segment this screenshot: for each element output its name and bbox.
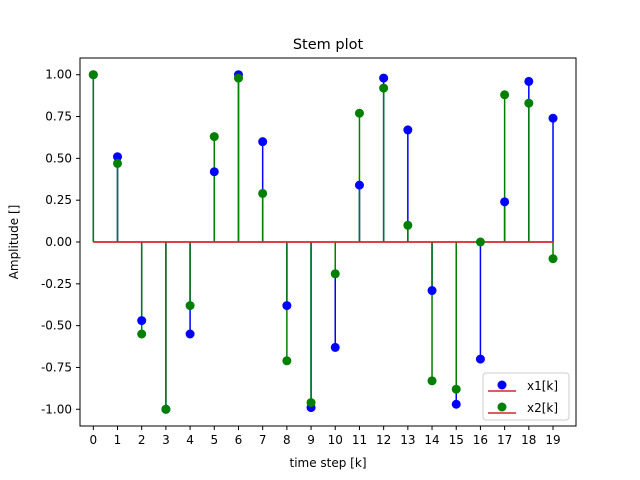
x-tick-label-13: 13	[400, 433, 415, 447]
stem-marker-s2-k18	[524, 98, 534, 108]
stem-marker-s2-k9	[306, 398, 316, 408]
legend-marker-x1	[497, 380, 507, 390]
stem-marker-s1-k17	[500, 197, 510, 207]
y-tick-label-4: 0.00	[45, 235, 72, 249]
legend-label-x2: x2[k]	[527, 401, 558, 415]
x-tick-label-4: 4	[186, 433, 194, 447]
y-axis-label: Amplitude []	[7, 205, 21, 280]
stem-marker-s1-k1	[113, 152, 123, 162]
y-tick-label-6: -0.50	[41, 319, 72, 333]
x-tick-label-3: 3	[162, 433, 170, 447]
stem-marker-s2-k7	[258, 188, 268, 198]
stem-marker-s2-k8	[282, 356, 292, 366]
stem-marker-s2-k5	[209, 132, 219, 142]
x-tick-label-5: 5	[210, 433, 218, 447]
x-tick-label-17: 17	[497, 433, 512, 447]
stem-marker-s1-k8	[282, 301, 292, 311]
stem-marker-s1-k15	[451, 399, 461, 409]
stem-marker-s2-k0	[88, 70, 98, 80]
stem-marker-s2-k6	[233, 73, 243, 83]
y-tick-label-5: -0.25	[41, 277, 72, 291]
stem-marker-s2-k2	[137, 329, 147, 339]
stem-marker-s1-k14	[427, 286, 437, 296]
x-tick-label-7: 7	[259, 433, 267, 447]
legend-label-x1: x1[k]	[527, 379, 558, 393]
x-tick-label-14: 14	[424, 433, 439, 447]
chart-title: Stem plot	[293, 37, 364, 53]
x-tick-label-12: 12	[376, 433, 391, 447]
stem-marker-s2-k19	[548, 254, 558, 264]
x-tick-label-15: 15	[449, 433, 464, 447]
x-tick-label-19: 19	[545, 433, 560, 447]
y-tick-label-7: -0.75	[41, 360, 72, 374]
y-tick-label-3: 0.25	[45, 193, 72, 207]
stem-marker-s2-k13	[403, 220, 413, 230]
x-tick-label-2: 2	[138, 433, 146, 447]
stem-marker-s1-k11	[354, 180, 364, 190]
y-tick-label-8: -1.00	[41, 402, 72, 416]
x-tick-label-1: 1	[114, 433, 122, 447]
stem-marker-s2-k17	[500, 90, 510, 100]
y-tick-label-0: 1.00	[45, 68, 72, 82]
stem-marker-s1-k16	[475, 354, 485, 364]
legend: x1[k] x2[k]	[482, 372, 570, 421]
stem-marker-s2-k12	[379, 83, 389, 93]
y-tick-label-2: 0.50	[45, 151, 72, 165]
stem-marker-s2-k4	[185, 301, 195, 311]
x-tick-label-16: 16	[473, 433, 488, 447]
stem-marker-s1-k13	[403, 125, 413, 135]
stem-marker-s1-k5	[209, 167, 219, 177]
x-axis-ticks: 0 1 2 3 4 5 6 7 8 9 10 11 12 13 14 15 16 17 18 19	[89, 426, 561, 447]
x-axis-label: time step [k]	[289, 456, 366, 470]
stem-marker-s1-k18	[524, 76, 534, 86]
y-axis-ticks: 1.00 0.75 0.50 0.25 0.00 -0.25 -0.50 -0.75 -1.00	[41, 68, 80, 416]
x-tick-label-6: 6	[235, 433, 243, 447]
x-tick-label-9: 9	[307, 433, 315, 447]
stem-marker-s2-k15	[451, 384, 461, 394]
stem-marker-s2-k14	[427, 376, 437, 386]
stem-marker-s2-k10	[330, 269, 340, 279]
stem-marker-s1-k4	[185, 329, 195, 339]
x-tick-label-11: 11	[352, 433, 367, 447]
stem-marker-s2-k1	[113, 158, 123, 168]
stem-marker-s1-k12	[379, 73, 389, 83]
y-tick-label-1: 0.75	[45, 110, 72, 124]
stem-marker-s2-k16	[475, 237, 485, 247]
stem-marker-s1-k10	[330, 342, 340, 352]
stem-marker-s2-k3	[161, 404, 171, 414]
x-tick-label-10: 10	[328, 433, 343, 447]
stem-marker-s1-k7	[258, 137, 268, 147]
stem-marker-s1-k2	[137, 316, 147, 326]
stem-marker-s2-k11	[354, 108, 364, 118]
stem-marker-s1-k19	[548, 113, 558, 123]
x-tick-label-18: 18	[521, 433, 536, 447]
x-tick-label-8: 8	[283, 433, 291, 447]
legend-marker-x2	[497, 402, 507, 412]
x-tick-label-0: 0	[89, 433, 97, 447]
stem-markers	[88, 70, 558, 414]
